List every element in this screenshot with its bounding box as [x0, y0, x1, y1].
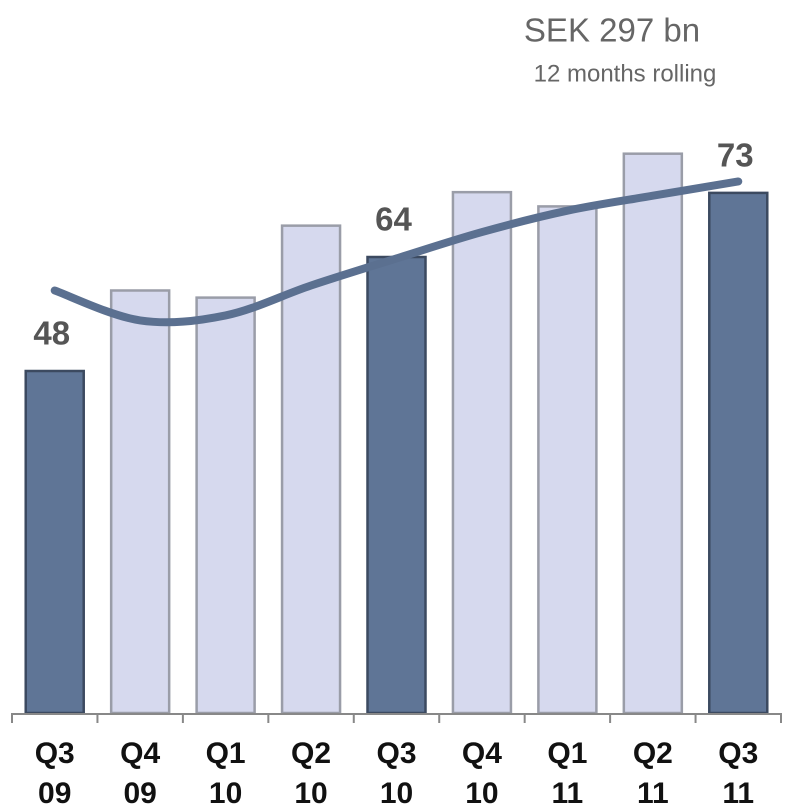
bar [109, 289, 171, 715]
x-tick-label: Q4 [462, 737, 502, 770]
chart-title: SEK 297 bn [524, 12, 700, 49]
bar [280, 224, 342, 715]
x-tick-label: Q1 [547, 737, 587, 770]
x-tick-label: Q2 [633, 737, 673, 770]
bar [451, 190, 513, 715]
x-tick-label: Q3 [718, 737, 758, 770]
x-tick-label: Q1 [206, 737, 246, 770]
x-tick-label: 11 [552, 777, 584, 810]
x-tick-label: Q4 [120, 737, 160, 770]
x-tick-label: Q2 [291, 737, 331, 770]
x-tick-label: 10 [209, 777, 242, 810]
bar [24, 369, 85, 715]
x-tick-label: 11 [722, 777, 754, 810]
bar [537, 205, 598, 715]
x-tick-label: 10 [380, 777, 413, 810]
x-tick-label: 10 [465, 777, 498, 810]
x-tick-label: Q3 [35, 737, 75, 770]
x-tick-label: 11 [637, 777, 669, 810]
bar [366, 255, 427, 715]
data-label: 64 [375, 201, 412, 238]
data-label: 48 [33, 315, 70, 352]
x-tick-label: 10 [294, 777, 327, 810]
data-label: 73 [717, 137, 754, 174]
x-tick-label: 09 [123, 777, 156, 810]
bar [708, 191, 769, 715]
x-tick-label: Q3 [376, 737, 416, 770]
bar [195, 296, 256, 715]
bar [622, 152, 684, 715]
chart-subtitle: 12 months rolling [534, 60, 717, 87]
x-tick-label: 09 [38, 777, 71, 810]
trend-line [50, 177, 743, 327]
